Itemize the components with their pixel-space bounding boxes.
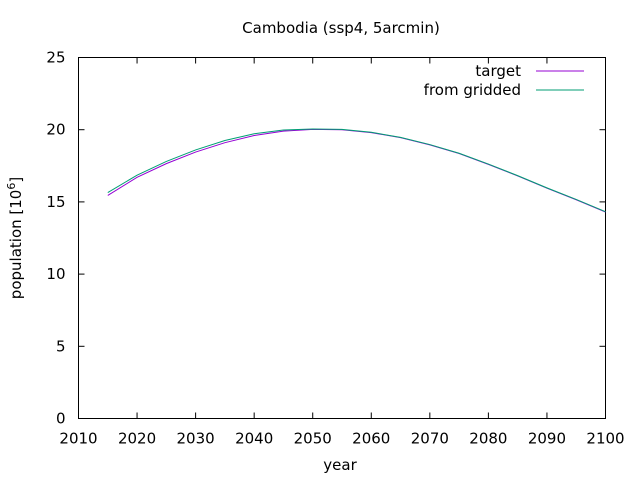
chart-title: Cambodia (ssp4, 5arcmin)	[242, 19, 440, 37]
y-axis-label-exponent: 6	[5, 183, 18, 190]
y-axis: 0 5 10 15 20 25	[46, 49, 606, 428]
x-tick-label: 2050	[294, 430, 332, 448]
y-tick-label: 20	[46, 121, 65, 139]
x-axis: 2010 2020 2030 2040 2050 2060 2070 2080 2090 2100	[59, 57, 625, 448]
x-tick-label: 2070	[411, 430, 449, 448]
y-tick-label: 5	[56, 337, 66, 355]
x-tick-label: 2010	[59, 430, 97, 448]
legend: target from gridded	[424, 62, 584, 99]
plot-frame	[78, 57, 606, 419]
legend-label-target: target	[475, 62, 521, 80]
x-tick-label: 2020	[118, 430, 156, 448]
x-tick-label: 2090	[528, 430, 566, 448]
legend-label-from-gridded: from gridded	[424, 81, 521, 99]
series-line-target	[107, 128, 606, 213]
y-axis-label-base: population [10	[7, 190, 25, 300]
series-layer	[107, 128, 606, 213]
x-tick-label: 2040	[235, 430, 273, 448]
y-tick-label: 10	[46, 265, 65, 283]
series-line-from-gridded	[107, 128, 606, 213]
x-tick-label: 2080	[469, 430, 507, 448]
y-axis-label: population [106]	[5, 177, 25, 299]
y-tick-label: 25	[46, 49, 65, 67]
x-tick-label: 2030	[177, 430, 215, 448]
y-axis-label-suffix: ]	[7, 177, 25, 183]
x-tick-label: 2100	[586, 430, 624, 448]
y-tick-label: 0	[56, 410, 66, 428]
y-tick-label: 15	[46, 193, 65, 211]
x-axis-label: year	[323, 456, 357, 474]
x-tick-label: 2060	[352, 430, 390, 448]
